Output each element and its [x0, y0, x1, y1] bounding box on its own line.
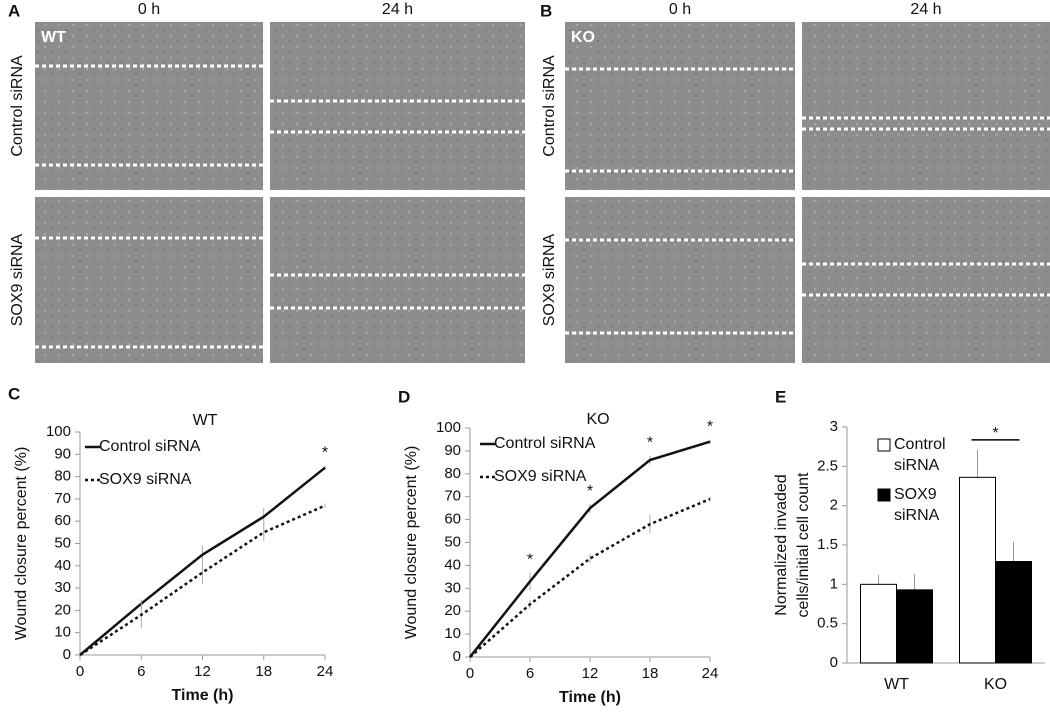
legend-line: siRNA — [894, 457, 940, 474]
legend-label: SOX9 siRNA — [99, 471, 192, 488]
y-tick-label: 60 — [444, 511, 461, 528]
series-line — [469, 497, 711, 658]
micrograph — [802, 22, 1050, 190]
row-label: Control siRNA — [541, 55, 558, 157]
significance-mark: * — [527, 551, 533, 568]
series-line — [79, 466, 326, 656]
chart-title: KO — [586, 411, 609, 428]
y-tick-label: 2.5 — [817, 457, 838, 474]
y-tick-label: 3 — [830, 418, 838, 435]
micrograph — [270, 197, 525, 363]
y-tick-label: 10 — [54, 624, 71, 641]
legend-line: siRNA — [894, 507, 940, 524]
y-tick-label: 90 — [444, 442, 461, 459]
y-axis-label: Normalized invaded — [773, 474, 790, 615]
y-axis-label: Wound closure percent (%) — [403, 446, 420, 640]
y-tick-label: 100 — [46, 423, 71, 440]
panel-letter: E — [775, 387, 786, 406]
chart-title: WT — [193, 412, 218, 429]
panel-letter: C — [8, 384, 20, 403]
bar — [896, 589, 933, 664]
series-line — [469, 440, 711, 658]
y-tick-label: 30 — [54, 579, 71, 596]
legend-line: Control — [894, 436, 946, 453]
significance-mark: * — [707, 419, 713, 436]
series-line — [79, 504, 326, 657]
y-tick-label: 40 — [444, 556, 461, 573]
legend-label: Control siRNA — [494, 435, 596, 452]
y-tick-label: 10 — [444, 625, 461, 642]
micrograph — [270, 22, 525, 190]
y-tick-label: 2 — [830, 497, 838, 514]
micrograph — [565, 22, 795, 190]
panel-letter: D — [398, 387, 410, 406]
x-tick-label: 6 — [526, 665, 534, 682]
x-tick-label: 24 — [317, 663, 334, 680]
y-tick-label: 30 — [444, 579, 461, 596]
y-tick-label: 1 — [830, 575, 838, 592]
row-label: SOX9 siRNA — [9, 233, 26, 326]
column-header: 24 h — [910, 1, 941, 18]
y-tick-label: 100 — [436, 419, 461, 436]
micrograph — [565, 197, 795, 363]
y-tick-label: 60 — [54, 512, 71, 529]
column-header: 24 h — [382, 1, 413, 18]
bar — [995, 561, 1032, 664]
significance-mark: * — [647, 435, 653, 452]
legend-label: SOX9 siRNA — [494, 468, 587, 485]
column-header: 0 h — [138, 1, 160, 18]
significance-mark: * — [322, 445, 328, 462]
y-tick-label: 80 — [54, 468, 71, 485]
y-tick-label: 0.5 — [817, 615, 838, 632]
y-axis-label: Wound closure percent (%) — [13, 447, 30, 641]
significance-mark: * — [587, 483, 593, 500]
x-tick-label: WT — [884, 676, 909, 693]
panel-letter: B — [540, 1, 552, 20]
bar — [860, 583, 897, 664]
x-tick-label: KO — [984, 676, 1007, 693]
x-tick-label: 6 — [137, 663, 145, 680]
y-tick-label: 0 — [63, 646, 71, 663]
legend-line: SOX9 — [894, 486, 937, 503]
bar — [959, 476, 996, 664]
y-tick-label: 0 — [453, 648, 461, 665]
x-tick-label: 12 — [194, 663, 211, 680]
micrograph — [35, 22, 263, 190]
y-tick-label: 80 — [444, 465, 461, 482]
y-axis-label: cells/initial cell count — [795, 472, 812, 618]
micrograph — [35, 197, 263, 363]
y-tick-label: 50 — [444, 533, 461, 550]
legend-swatch — [877, 438, 891, 452]
significance-mark: * — [992, 425, 998, 442]
y-tick-label: 40 — [54, 557, 71, 574]
x-axis-label: Time (h) — [172, 687, 234, 704]
x-tick-label: 24 — [702, 665, 719, 682]
panel-letter: A — [8, 1, 20, 20]
genotype-label: KO — [571, 29, 595, 46]
y-tick-label: 20 — [54, 601, 71, 618]
y-tick-label: 50 — [54, 534, 71, 551]
y-tick-label: 20 — [444, 602, 461, 619]
micrograph — [802, 197, 1050, 363]
x-axis-label: Time (h) — [559, 689, 621, 706]
row-label: Control siRNA — [9, 55, 26, 157]
row-label: SOX9 siRNA — [541, 233, 558, 326]
y-tick-label: 70 — [54, 490, 71, 507]
legend-swatch — [877, 488, 891, 502]
x-tick-label: 18 — [642, 665, 659, 682]
y-tick-label: 90 — [54, 445, 71, 462]
genotype-label: WT — [41, 29, 66, 46]
x-tick-label: 18 — [255, 663, 272, 680]
legend-label: Control siRNA — [99, 438, 201, 455]
y-tick-label: 0 — [830, 654, 838, 671]
x-tick-label: 0 — [466, 665, 474, 682]
y-tick-label: 1.5 — [817, 536, 838, 553]
x-tick-label: 12 — [582, 665, 599, 682]
column-header: 0 h — [669, 1, 691, 18]
legend-label: Control siRNA — [894, 436, 946, 474]
legend-label: SOX9 siRNA — [894, 486, 940, 524]
x-tick-label: 0 — [76, 663, 84, 680]
y-tick-label: 70 — [444, 488, 461, 505]
